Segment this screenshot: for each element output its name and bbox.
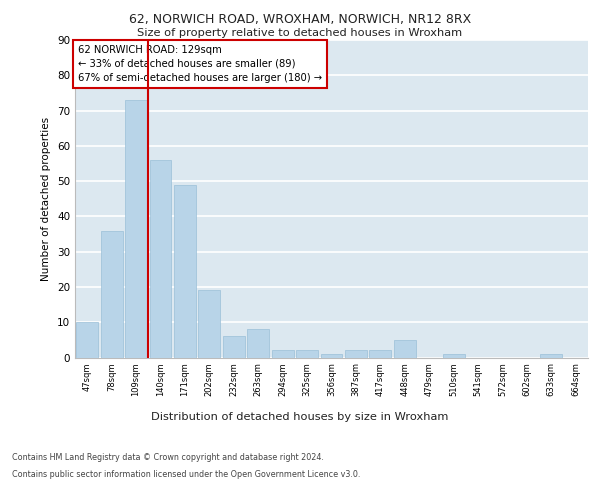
Text: Contains HM Land Registry data © Crown copyright and database right 2024.: Contains HM Land Registry data © Crown c…	[12, 454, 324, 462]
Bar	[199, 290, 220, 358]
Bar	[394, 340, 416, 357]
Text: 62 NORWICH ROAD: 129sqm
← 33% of detached houses are smaller (89)
67% of semi-de: 62 NORWICH ROAD: 129sqm ← 33% of detache…	[77, 45, 322, 83]
Text: Contains public sector information licensed under the Open Government Licence v3: Contains public sector information licen…	[12, 470, 361, 479]
Bar	[101, 230, 122, 358]
Bar	[443, 354, 464, 358]
Bar	[296, 350, 318, 358]
Bar	[247, 330, 269, 357]
Bar	[320, 354, 343, 358]
Bar	[370, 350, 391, 358]
Bar	[125, 100, 147, 357]
Bar	[345, 350, 367, 358]
Bar	[174, 184, 196, 358]
Bar	[76, 322, 98, 358]
Bar	[272, 350, 293, 358]
Bar	[541, 354, 562, 358]
Text: Size of property relative to detached houses in Wroxham: Size of property relative to detached ho…	[137, 28, 463, 38]
Y-axis label: Number of detached properties: Number of detached properties	[41, 116, 52, 281]
Text: Distribution of detached houses by size in Wroxham: Distribution of detached houses by size …	[151, 412, 449, 422]
Text: 62, NORWICH ROAD, WROXHAM, NORWICH, NR12 8RX: 62, NORWICH ROAD, WROXHAM, NORWICH, NR12…	[129, 12, 471, 26]
Bar	[149, 160, 172, 358]
Bar	[223, 336, 245, 357]
